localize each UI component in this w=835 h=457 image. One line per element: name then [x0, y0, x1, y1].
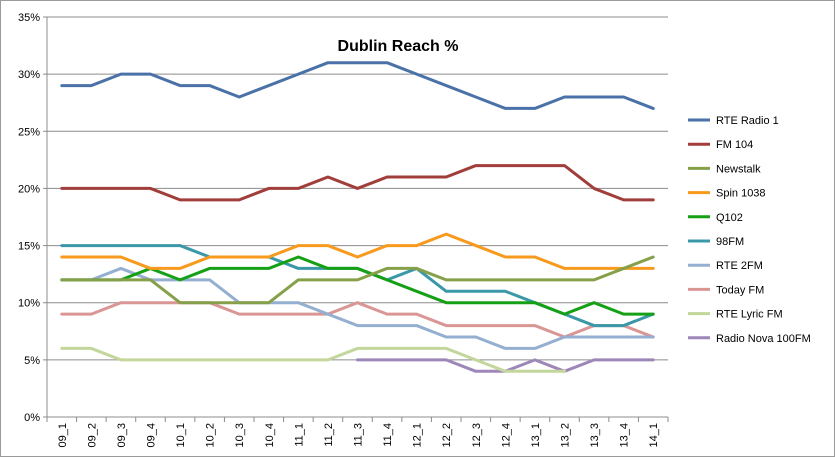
x-tick-label: 09_4 [146, 423, 158, 447]
x-tick-label: 13_2 [560, 423, 572, 447]
series-line [356, 358, 655, 373]
y-tick-label: 25% [18, 126, 40, 138]
legend-label: Q102 [716, 212, 743, 224]
y-tick-label: 35% [18, 12, 40, 24]
x-tick-label: 12_1 [412, 423, 424, 447]
series-line [60, 232, 655, 270]
series-line [60, 255, 655, 305]
series-line [60, 301, 655, 339]
x-tick-label: 10_3 [234, 423, 246, 447]
x-tick-label: 11_4 [382, 423, 394, 447]
x-tick-label: 13_3 [589, 423, 601, 447]
series-line [60, 255, 655, 316]
legend-label: FM 104 [716, 139, 753, 151]
y-tick-label: 5% [24, 355, 40, 367]
y-tick-labels: 0% 5% 10% 15% 20% 25% 30% 35% [18, 12, 40, 424]
series-line [60, 61, 655, 110]
x-tick-label: 11_3 [353, 423, 365, 447]
legend-label: 98FM [716, 236, 744, 248]
y-tick-label: 20% [18, 183, 40, 195]
legend-label: Spin 1038 [716, 188, 766, 200]
y-tick-label: 10% [18, 298, 40, 310]
x-tick-label: 10_1 [175, 423, 187, 447]
x-tick-label: 10_2 [205, 423, 217, 447]
legend-label: Radio Nova 100FM [716, 333, 811, 345]
legend-label: RTE Radio 1 [716, 115, 779, 127]
y-tick-label: 0% [24, 412, 40, 424]
x-tick-label: 13_1 [530, 423, 542, 447]
x-tick-label: 10_4 [264, 423, 276, 447]
x-tick-label: 09_3 [116, 423, 128, 447]
series-line [60, 164, 655, 202]
x-tick-label: 14_1 [648, 423, 660, 447]
legend-label: RTE Lyric FM [716, 309, 783, 321]
x-tick-label: 11_2 [323, 423, 335, 447]
x-tick-label: 13_4 [619, 423, 631, 447]
x-tick-label: 09_2 [86, 423, 98, 447]
legend-label: RTE 2FM [716, 260, 763, 272]
y-tick-label: 15% [18, 241, 40, 253]
legend-label: Newstalk [716, 163, 761, 175]
series-line [60, 266, 655, 350]
chart-title: Dublin Reach % [338, 38, 459, 55]
series-line [60, 346, 566, 373]
x-tick-label: 12_3 [471, 423, 483, 447]
y-tick-label: 30% [18, 69, 40, 81]
legend-label: Today FM [716, 284, 764, 296]
x-tick-labels: 09_1 09_2 09_3 09_4 10_1 10_2 10_3 10_4 11_1 11_2… [57, 423, 660, 447]
x-tick-label: 12_2 [441, 423, 453, 447]
x-tick-label: 09_1 [57, 423, 69, 447]
series-lines [60, 61, 655, 373]
x-tick-label: 11_1 [293, 423, 305, 447]
x-tick-label: 12_4 [500, 423, 512, 447]
axes [43, 16, 669, 422]
legend: RTE Radio 1 FM 104 Newstalk Spin 1038 Q102 98… [688, 115, 811, 345]
